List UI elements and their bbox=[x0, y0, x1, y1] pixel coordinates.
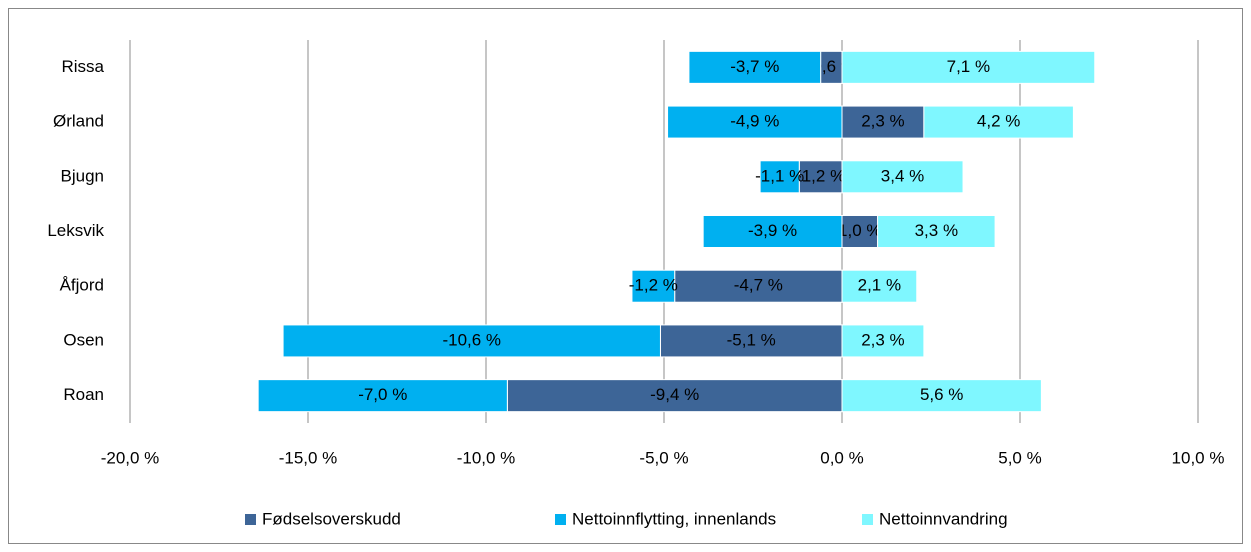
bar bbox=[841, 50, 1096, 84]
value-label: 2,3 % bbox=[861, 112, 904, 131]
value-label: 2,1 % bbox=[858, 276, 901, 295]
value-label: -10,6 % bbox=[442, 330, 501, 349]
value-label: 7,1 % bbox=[947, 57, 990, 76]
bar bbox=[841, 269, 918, 303]
bar bbox=[506, 379, 843, 413]
bar bbox=[282, 324, 661, 358]
y-tick-label: Ørland bbox=[53, 112, 104, 131]
value-label: -7,0 % bbox=[358, 385, 407, 404]
bar bbox=[877, 215, 996, 248]
bar bbox=[841, 215, 879, 248]
value-label: 5,6 % bbox=[920, 385, 963, 404]
bar bbox=[841, 160, 964, 194]
value-label: -1,1 % bbox=[755, 166, 804, 185]
bar bbox=[659, 324, 843, 358]
y-tick-label: Rissa bbox=[61, 57, 104, 76]
y-tick-label: Leksvik bbox=[47, 221, 104, 240]
bar bbox=[923, 105, 1074, 139]
legend-swatch bbox=[555, 514, 566, 525]
value-label: 3,3 % bbox=[915, 221, 958, 240]
x-tick-label: -10,0 % bbox=[457, 448, 516, 467]
bar bbox=[631, 269, 676, 303]
value-label: 3,4 % bbox=[881, 166, 924, 185]
legend-label: Nettoinnvandring bbox=[879, 509, 1008, 528]
value-label: -9,4 % bbox=[650, 385, 699, 404]
bar bbox=[702, 215, 843, 248]
value-label: 4,2 % bbox=[977, 112, 1020, 131]
value-label: 2,3 % bbox=[861, 330, 904, 349]
x-tick-label: 0,0 % bbox=[820, 448, 863, 467]
value-label: -1,2 % bbox=[796, 166, 845, 185]
x-tick-label: -5,0 % bbox=[639, 448, 688, 467]
y-tick-label: Bjugn bbox=[61, 166, 104, 185]
value-label: -3,7 % bbox=[730, 57, 779, 76]
value-label: -4,9 % bbox=[730, 112, 779, 131]
legend-label: Nettoinnflytting, innenlands bbox=[572, 509, 776, 528]
x-tick-label: 10,0 % bbox=[1172, 448, 1225, 467]
bar bbox=[841, 379, 1042, 413]
y-tick-label: Osen bbox=[63, 330, 104, 349]
y-tick-label: Roan bbox=[63, 385, 104, 404]
x-tick-label: -15,0 % bbox=[279, 448, 338, 467]
bar bbox=[667, 105, 843, 139]
bar bbox=[688, 50, 822, 84]
value-label: -3,9 % bbox=[748, 221, 797, 240]
bar bbox=[257, 379, 508, 413]
value-label: 1,0 % bbox=[838, 221, 881, 240]
y-tick-label: Åfjord bbox=[60, 276, 104, 295]
x-tick-label: 5,0 % bbox=[998, 448, 1041, 467]
bar bbox=[841, 105, 925, 139]
value-label: -5,1 % bbox=[727, 330, 776, 349]
bar bbox=[841, 324, 925, 358]
x-tick-label: -20,0 % bbox=[101, 448, 160, 467]
bar bbox=[759, 160, 800, 194]
value-label: -1,2 % bbox=[629, 276, 678, 295]
value-label: -4,7 % bbox=[734, 276, 783, 295]
legend-label: Fødselsoverskudd bbox=[262, 509, 401, 528]
chart-border bbox=[8, 8, 1243, 544]
legend-swatch bbox=[245, 514, 256, 525]
legend-swatch bbox=[862, 514, 873, 525]
